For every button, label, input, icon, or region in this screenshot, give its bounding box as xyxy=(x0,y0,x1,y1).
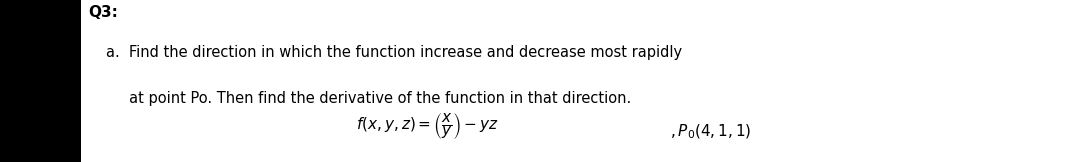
Text: Q3:: Q3: xyxy=(89,5,119,20)
Bar xyxy=(0,0,81,162)
Text: a.  Find the direction in which the function increase and decrease most rapidly: a. Find the direction in which the funct… xyxy=(106,45,681,60)
Text: $f(x,y,z) = \left(\dfrac{x}{y}\right) - yz$: $f(x,y,z) = \left(\dfrac{x}{y}\right) - … xyxy=(356,111,499,141)
Text: $,P_0(4,1,1)$: $,P_0(4,1,1)$ xyxy=(670,122,751,141)
Text: at point Po. Then find the derivative of the function in that direction.: at point Po. Then find the derivative of… xyxy=(106,91,631,106)
